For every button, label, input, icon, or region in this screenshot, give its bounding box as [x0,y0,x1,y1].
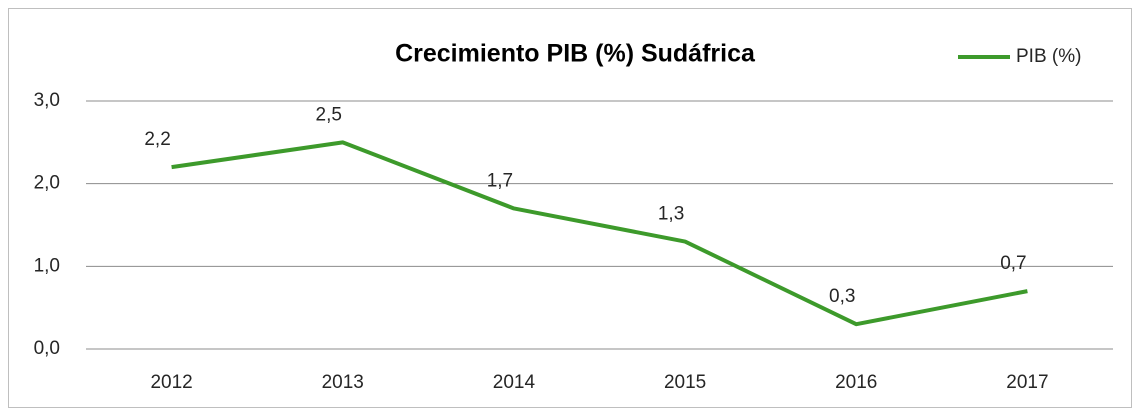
legend-label: PIB (%) [1016,46,1081,67]
x-tick-label: 2015 [664,372,706,393]
data-label: 1,3 [658,204,684,225]
data-label: 0,7 [1000,253,1026,274]
data-label: 0,3 [829,286,855,307]
x-tick-label: 2013 [322,372,364,393]
chart-border [8,8,1132,408]
y-tick-label: 0,0 [34,338,60,359]
x-tick-label: 2012 [150,372,192,393]
data-label: 2,2 [144,129,170,150]
x-tick-label: 2017 [1006,372,1048,393]
x-tick-label: 2014 [493,372,536,393]
x-tick-label: 2016 [835,372,877,393]
y-tick-label: 2,0 [34,173,60,194]
chart-title: Crecimiento PIB (%) Sudáfrica [395,40,756,68]
line [171,140,1028,327]
y-tick-label: 1,0 [34,255,60,276]
data-label: 2,5 [316,104,342,125]
data-label: 1,7 [487,170,513,191]
y-tick-label: 3,0 [34,90,60,111]
